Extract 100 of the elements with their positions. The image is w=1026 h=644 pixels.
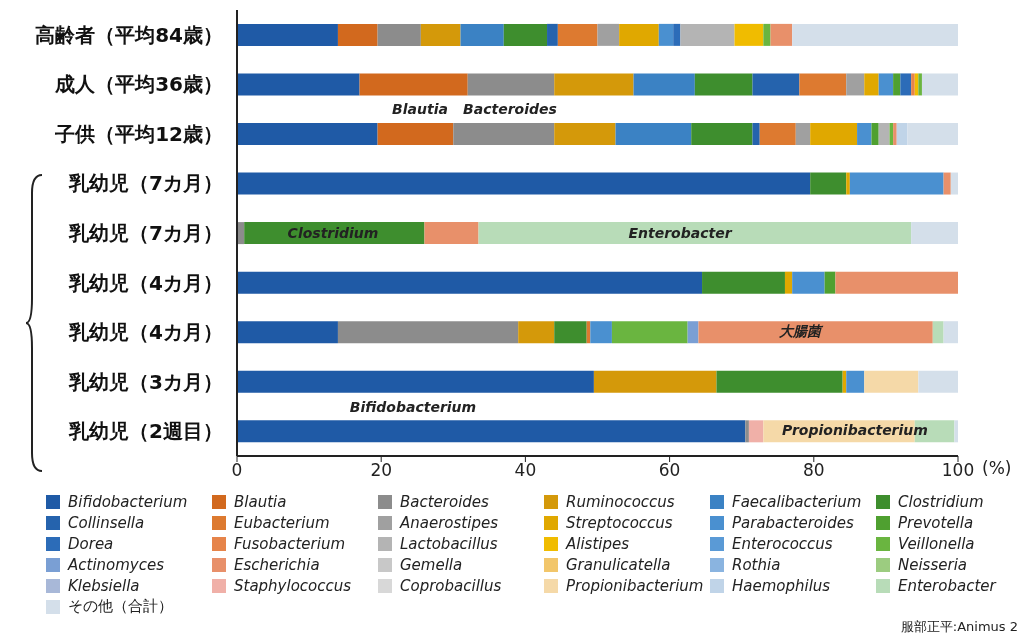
bar: [864, 73, 879, 96]
bar: [763, 23, 771, 46]
x-tick-label: 40: [514, 460, 537, 481]
bar: [698, 321, 933, 344]
legend-label: Escherichia: [234, 555, 320, 574]
legend-label: Collinsella: [68, 513, 145, 532]
bar: [810, 172, 847, 195]
bar: [467, 73, 555, 96]
legend-label: Bifidobacterium: [68, 492, 188, 511]
bar: [846, 73, 865, 96]
bar: [878, 122, 890, 145]
bar: [893, 122, 897, 145]
legend-label: Propionibacterium: [566, 576, 704, 595]
bar: [237, 73, 360, 96]
bar: [748, 420, 764, 443]
legend-label: Klebsiella: [68, 576, 140, 595]
bar: [658, 23, 674, 46]
bar: [237, 370, 594, 393]
bar: [716, 370, 843, 393]
bar: [954, 420, 958, 443]
x-tick-label: 20: [370, 460, 393, 481]
x-tick-label: 60: [658, 460, 681, 481]
legend-label: Anaerostipes: [400, 513, 498, 532]
bar: [734, 23, 764, 46]
bar: [687, 321, 699, 344]
legend-label: Alistipes: [566, 534, 630, 553]
bar: [518, 321, 555, 344]
legend-label: Faecalibacterium: [732, 492, 862, 511]
x-axis-title: (%): [982, 458, 1012, 479]
bar: [503, 23, 548, 46]
bar: [745, 420, 749, 443]
bar: [337, 321, 519, 344]
bar: [799, 73, 847, 96]
bar: [554, 73, 634, 96]
bar: [846, 172, 850, 195]
bar: [619, 23, 659, 46]
legend-label: Granulicatella: [566, 555, 671, 574]
bar: [237, 122, 378, 145]
y-tick-label: 乳幼児（3カ月）: [68, 369, 223, 394]
bar: [871, 122, 879, 145]
annotation: Bacteroides: [463, 101, 557, 117]
y-tick-label: 乳幼児（2週目）: [68, 419, 223, 444]
legend-label: Coprobacillus: [400, 576, 502, 595]
bar: [593, 370, 717, 393]
bar: [795, 122, 811, 145]
bar: [424, 222, 479, 245]
y-tick-label: 乳幼児（7カ月）: [68, 221, 223, 245]
legend-label: その他（合計）: [68, 597, 173, 616]
legend-label: Prevotella: [898, 513, 974, 532]
y-tick-label: 高齢者（平均84歳）: [35, 22, 223, 47]
bar: [694, 73, 753, 96]
bar: [237, 271, 703, 294]
bar: [846, 370, 865, 393]
bar: [460, 23, 504, 46]
bar: [337, 23, 378, 46]
bar: [896, 122, 908, 145]
bar: [752, 73, 800, 96]
bar: [878, 73, 894, 96]
bar: [759, 122, 796, 145]
bar: [615, 122, 692, 145]
text: 服部正平:Animus 2: [900, 618, 1018, 636]
y-tick-label: 成人（平均36歳）: [54, 72, 223, 97]
bar: [752, 122, 760, 145]
legend-label: Staphylococcus: [234, 576, 352, 595]
bar: [633, 73, 695, 96]
bar: [921, 73, 958, 96]
bar: [849, 172, 944, 195]
legend-label: Streptococcus: [566, 513, 673, 532]
bar: [237, 172, 811, 195]
bar: [918, 73, 922, 96]
bar: [770, 23, 793, 46]
legend-label: Enterobacter: [898, 576, 996, 595]
legend-label: Ruminococcus: [566, 492, 675, 511]
bar: [810, 122, 858, 145]
annotation: Propionibacterium: [782, 422, 928, 438]
bar: [911, 73, 915, 96]
bar: [590, 321, 612, 344]
bar: [377, 23, 421, 46]
bar: [377, 122, 454, 145]
bar: [792, 271, 825, 294]
legend-label: Eubacterium: [234, 513, 330, 532]
annotation: Blautia: [392, 101, 448, 117]
legend-label: Actinomyces: [68, 555, 165, 574]
bar: [359, 73, 468, 96]
bar: [597, 23, 620, 46]
legend-label: Haemophilus: [732, 576, 831, 595]
legend-label: Parabacteroides: [732, 513, 854, 532]
bar: [554, 321, 587, 344]
bar: [893, 73, 901, 96]
legend-label: Gemella: [400, 555, 463, 574]
bar: [784, 271, 793, 294]
annotation: Bifidobacterium: [349, 399, 477, 415]
bar: [237, 321, 338, 344]
x-tick-label: 0: [231, 460, 243, 481]
bar: [673, 23, 681, 46]
legend-label: Bacteroides: [400, 492, 489, 511]
bar: [900, 73, 912, 96]
bar: [864, 370, 919, 393]
annotation: Clostridium: [287, 225, 379, 241]
bar: [237, 23, 338, 46]
